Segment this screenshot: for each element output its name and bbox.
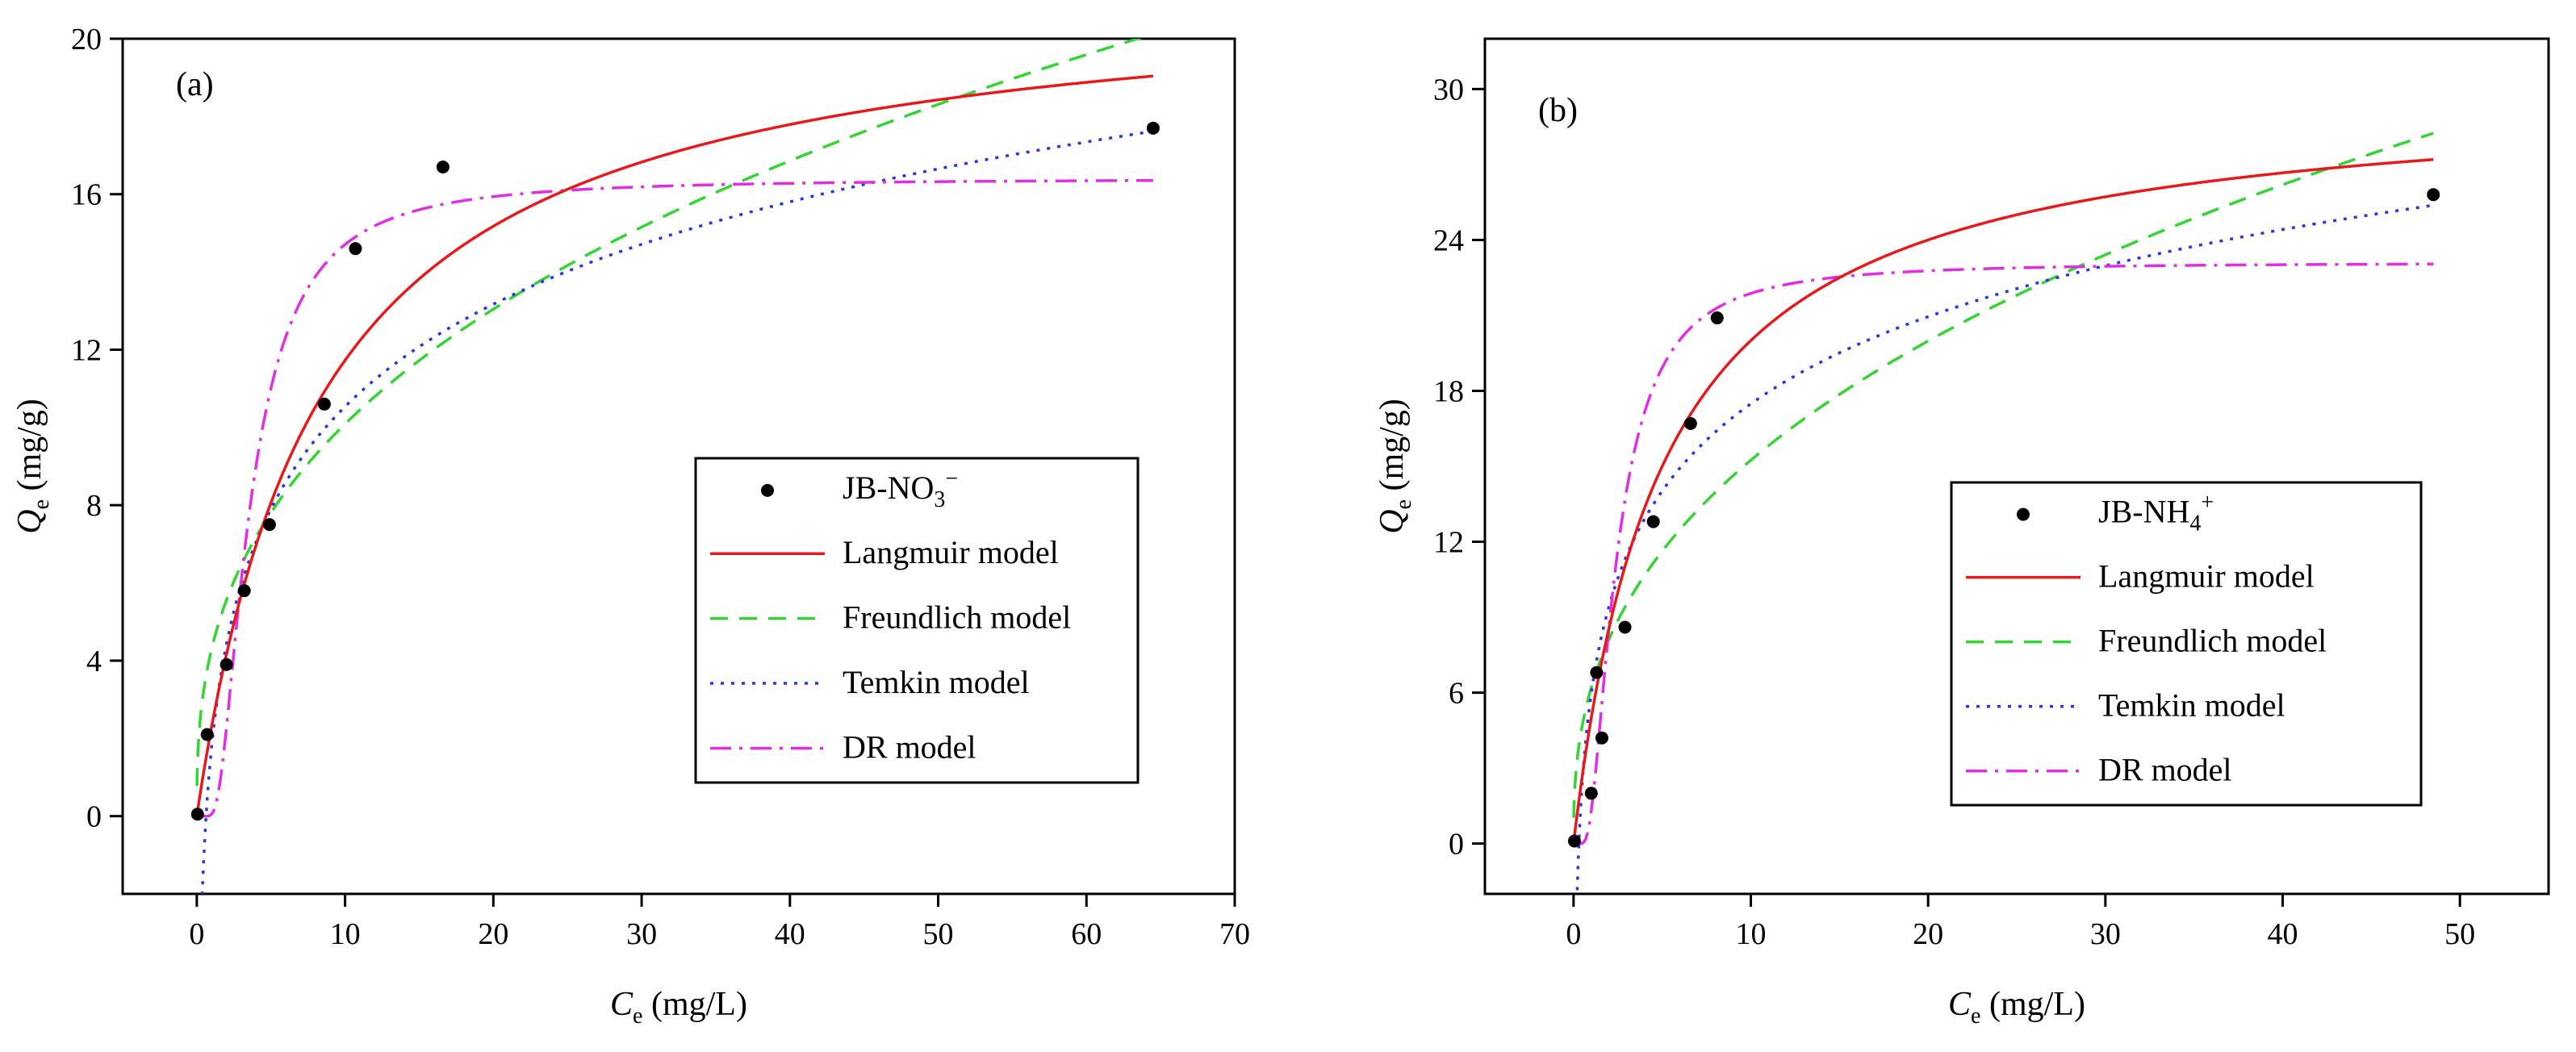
x-axis-label: Ce (mg/L) — [610, 986, 747, 1029]
x-axis-label-unit: (mg/L) — [642, 986, 746, 1023]
legend-label-freundlich: Freundlich model — [2098, 623, 2327, 659]
y-tick-label: 0 — [86, 800, 102, 834]
data-point — [2427, 188, 2440, 202]
y-tick-label: 18 — [1433, 374, 1464, 408]
y-tick-label: 30 — [1433, 73, 1464, 106]
x-tick-label: 50 — [923, 917, 954, 951]
x-tick-label: 10 — [1736, 917, 1767, 951]
legend-label-temkin: Temkin model — [2098, 687, 2285, 724]
model-curves — [195, 39, 1154, 894]
x-axis-label: Ce (mg/L) — [1948, 986, 2085, 1029]
legend-box — [694, 457, 1140, 784]
x-axis-label-unit: (mg/L) — [1980, 986, 2085, 1023]
x-tick-label: 40 — [2268, 917, 2298, 951]
legend-label-langmuir: Langmuir model — [2098, 558, 2315, 595]
data-point — [237, 584, 251, 598]
legend-label-points: JB-NH4+ — [2098, 491, 2214, 536]
data-point — [317, 397, 331, 411]
y-axis-label-sub: e — [1391, 499, 1416, 509]
y-tick-label: 4 — [86, 645, 102, 678]
y-axis-label-unit: (mg/g) — [11, 399, 48, 499]
x-tick-label: 30 — [626, 917, 657, 951]
legend-label-points: JB-NO3− — [843, 466, 958, 512]
x-tick-label: 70 — [1219, 917, 1250, 951]
x-tick-label: 0 — [189, 917, 204, 951]
legend-label-sub: 3 — [934, 487, 945, 512]
legend-label-langmuir: Langmuir model — [843, 534, 1059, 570]
legend-label-temkin: Temkin model — [843, 664, 1030, 700]
data-point — [1584, 787, 1598, 800]
legend-label-sup: − — [945, 466, 958, 491]
y-axis-label-sub: e — [29, 499, 54, 509]
data-point — [1618, 620, 1632, 634]
data-point — [349, 242, 362, 256]
x-tick-label: 40 — [775, 917, 805, 951]
data-point — [1567, 834, 1581, 848]
data-point — [262, 518, 276, 532]
data-point — [1683, 417, 1697, 430]
y-tick-label: 6 — [1449, 677, 1464, 711]
y-tick-label: 12 — [71, 333, 102, 367]
legend-label-base: JB-NH — [2098, 494, 2189, 530]
data-point — [1710, 311, 1724, 325]
x-axis-label-var: C — [610, 986, 634, 1023]
freundlich-model-curve — [1572, 132, 2434, 818]
data-point — [436, 161, 450, 173]
model-curves — [1572, 132, 2434, 894]
chart-panel-a: 0 10 20 30 40 50 60 70 0 4 8 12 16 20 (a) Ce (mg/L) Qe (… — [11, 23, 1250, 1029]
y-tick-label: 12 — [1433, 526, 1464, 560]
dr-model-curve — [1574, 262, 2434, 845]
y-tick-label: 0 — [1449, 828, 1464, 862]
data-point — [1595, 731, 1608, 745]
x-tick-label: 30 — [2090, 917, 2121, 951]
y-tick-label: 20 — [71, 23, 102, 56]
legend-label-freundlich: Freundlich model — [843, 599, 1071, 636]
y-axis-label-var: Q — [1374, 509, 1411, 533]
chart-panel-b: 0 10 20 30 40 50 0 6 12 18 24 30 (b) Ce (mg/L) Qe (mg/… — [1374, 37, 2550, 1029]
plot-frame — [1483, 37, 2550, 895]
legend-box — [1950, 481, 2423, 807]
x-tick-label: 20 — [1913, 917, 1943, 951]
data-point — [190, 808, 204, 821]
x-tick-label: 10 — [330, 917, 361, 951]
x-tick-label: 0 — [1566, 917, 1581, 951]
x-tick-label: 20 — [478, 917, 508, 951]
legend-marker-points — [761, 483, 774, 497]
langmuir-model-curve — [195, 74, 1153, 816]
data-point — [200, 728, 214, 741]
x-axis-label-var: C — [1948, 986, 1972, 1023]
x-tick-label: 60 — [1071, 917, 1102, 951]
y-axis-label-unit: (mg/g) — [1374, 399, 1411, 499]
data-point — [220, 658, 233, 671]
y-tick-label: 24 — [1433, 223, 1464, 257]
legend-label-dr: DR model — [2098, 752, 2232, 788]
legend-label-dr: DR model — [843, 728, 976, 765]
data-point — [1646, 515, 1660, 528]
dr-model-curve — [197, 178, 1153, 818]
x-tick-label: 50 — [2444, 917, 2475, 951]
langmuir-model-curve — [1572, 158, 2434, 842]
legend-marker-points — [2017, 507, 2030, 521]
data-point — [1590, 666, 1604, 679]
y-axis-label: Qe (mg/g) — [1374, 399, 1416, 534]
x-axis-label-sub: e — [633, 1004, 642, 1029]
panel-label: (b) — [1538, 92, 1578, 129]
legend-label-sup: + — [2201, 491, 2214, 516]
plot-frame — [121, 37, 1236, 895]
y-axis-label-var: Q — [11, 509, 48, 533]
y-tick-label: 8 — [86, 489, 102, 523]
panel-label: (a) — [176, 66, 214, 103]
y-axis-label: Qe (mg/g) — [11, 399, 54, 534]
x-axis-label-sub: e — [1971, 1004, 1980, 1029]
legend-label-sub: 4 — [2189, 511, 2201, 536]
data-point — [1146, 121, 1160, 135]
legend-label-base: JB-NO — [843, 470, 934, 506]
freundlich-model-curve — [195, 39, 1143, 787]
y-tick-label: 16 — [71, 178, 102, 212]
